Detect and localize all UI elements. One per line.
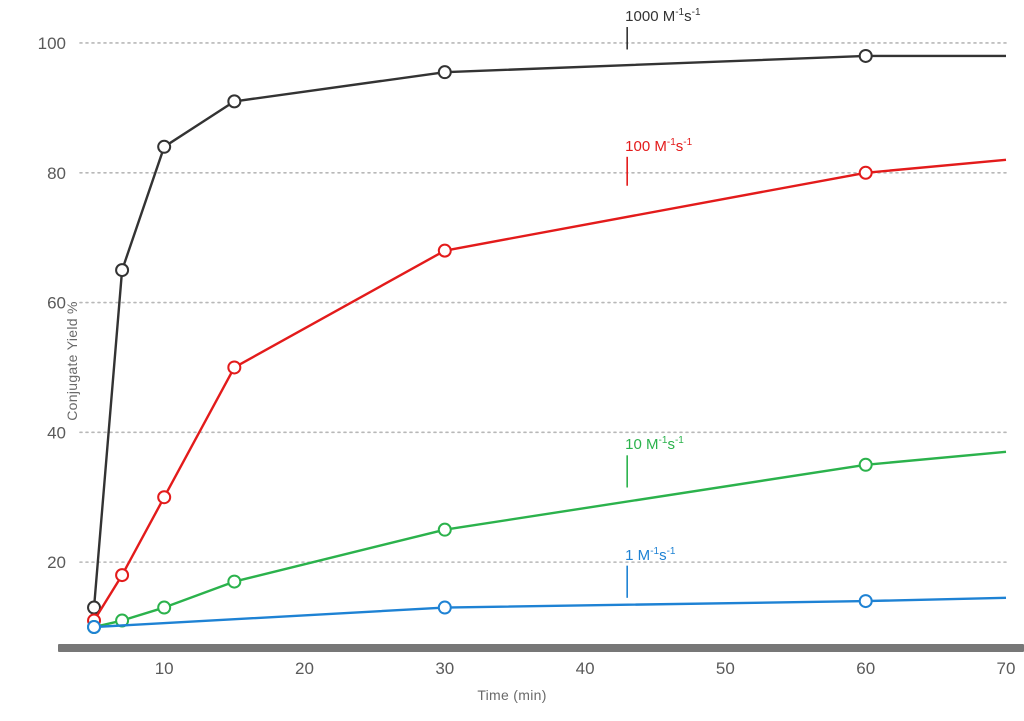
series-label-k100: 100 M-1s-1	[625, 137, 692, 155]
svg-text:20: 20	[295, 659, 314, 678]
series-label-k1: 1 M-1s-1	[625, 546, 675, 564]
series-label-k10: 10 M-1s-1	[625, 435, 684, 453]
y-axis-label: Conjugate Yield %	[64, 301, 80, 421]
svg-text:80: 80	[47, 164, 66, 183]
svg-text:70: 70	[997, 659, 1016, 678]
svg-text:60: 60	[856, 659, 875, 678]
svg-text:40: 40	[576, 659, 595, 678]
chart-svg: 2040608010010203040506070	[0, 0, 1024, 721]
svg-text:40: 40	[47, 423, 66, 442]
x-axis-label: Time (min)	[477, 687, 546, 703]
svg-text:100: 100	[38, 34, 66, 53]
svg-text:50: 50	[716, 659, 735, 678]
svg-text:20: 20	[47, 553, 66, 572]
svg-text:10: 10	[155, 659, 174, 678]
kinetics-chart: 2040608010010203040506070 Conjugate Yiel…	[0, 0, 1024, 721]
series-label-k1000: 1000 M-1s-1	[625, 7, 700, 25]
svg-text:30: 30	[435, 659, 454, 678]
